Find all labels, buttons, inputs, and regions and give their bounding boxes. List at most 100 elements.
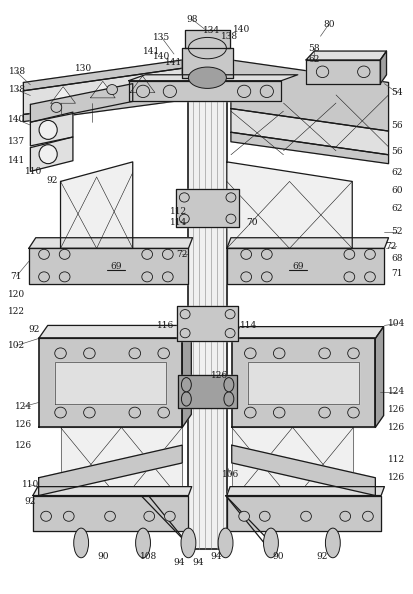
Polygon shape: [33, 495, 188, 531]
Text: 124: 124: [387, 387, 404, 396]
Ellipse shape: [237, 85, 250, 97]
Ellipse shape: [263, 528, 278, 558]
Ellipse shape: [38, 249, 49, 260]
Ellipse shape: [83, 407, 95, 418]
Polygon shape: [28, 238, 192, 248]
Ellipse shape: [225, 309, 235, 319]
Text: 140: 140: [8, 115, 25, 124]
Text: 71: 71: [11, 272, 22, 281]
Polygon shape: [128, 81, 280, 102]
Text: 69: 69: [110, 262, 122, 271]
Text: 94: 94: [210, 552, 221, 561]
Ellipse shape: [260, 85, 273, 97]
Text: 138: 138: [221, 31, 237, 41]
Text: 62: 62: [308, 55, 319, 65]
Ellipse shape: [142, 249, 152, 260]
Text: 72: 72: [176, 250, 188, 259]
Text: 70: 70: [246, 219, 258, 228]
Polygon shape: [23, 60, 182, 91]
Ellipse shape: [225, 328, 235, 338]
Polygon shape: [226, 162, 351, 248]
Text: 122: 122: [8, 307, 25, 317]
Text: 94: 94: [192, 558, 203, 567]
Polygon shape: [38, 339, 182, 427]
Polygon shape: [182, 48, 233, 78]
Polygon shape: [30, 137, 73, 171]
Ellipse shape: [142, 272, 152, 282]
Ellipse shape: [157, 407, 169, 418]
Ellipse shape: [136, 85, 149, 97]
Polygon shape: [182, 326, 191, 427]
Text: 140: 140: [153, 52, 170, 62]
Text: 60: 60: [390, 186, 401, 195]
Ellipse shape: [144, 511, 154, 522]
Ellipse shape: [325, 528, 339, 558]
Ellipse shape: [343, 249, 354, 260]
Ellipse shape: [218, 528, 233, 558]
Text: 141: 141: [142, 46, 159, 56]
Ellipse shape: [107, 84, 117, 94]
Ellipse shape: [259, 511, 269, 522]
Polygon shape: [248, 362, 358, 404]
Polygon shape: [231, 445, 375, 495]
Ellipse shape: [223, 392, 233, 406]
Ellipse shape: [343, 272, 354, 282]
Text: 56: 56: [390, 121, 401, 129]
Ellipse shape: [55, 407, 66, 418]
Text: 110: 110: [22, 481, 39, 489]
Text: 71: 71: [390, 269, 401, 278]
Text: 62: 62: [390, 168, 401, 177]
Polygon shape: [305, 60, 380, 84]
Text: 110: 110: [25, 167, 42, 176]
Polygon shape: [90, 81, 115, 98]
Ellipse shape: [362, 511, 373, 522]
Polygon shape: [30, 84, 133, 122]
Text: 126: 126: [15, 441, 32, 450]
Ellipse shape: [318, 348, 330, 359]
Polygon shape: [33, 486, 191, 495]
Text: 69: 69: [291, 262, 303, 271]
Text: 141: 141: [8, 156, 25, 165]
Text: 126: 126: [15, 420, 32, 429]
Text: 126: 126: [210, 371, 228, 380]
Text: 92: 92: [25, 497, 36, 506]
Polygon shape: [23, 93, 182, 122]
Ellipse shape: [59, 272, 70, 282]
Text: 120: 120: [8, 289, 25, 299]
Ellipse shape: [51, 102, 62, 112]
Ellipse shape: [188, 37, 226, 59]
Text: 92: 92: [28, 325, 39, 334]
Polygon shape: [176, 306, 238, 342]
Polygon shape: [38, 326, 191, 339]
Text: 90: 90: [272, 552, 283, 561]
Ellipse shape: [129, 348, 140, 359]
Text: 116: 116: [157, 321, 174, 330]
Ellipse shape: [180, 528, 195, 558]
Ellipse shape: [40, 511, 51, 522]
Ellipse shape: [347, 407, 358, 418]
Polygon shape: [188, 33, 226, 549]
Ellipse shape: [238, 511, 249, 522]
Ellipse shape: [240, 272, 251, 282]
Polygon shape: [60, 162, 133, 248]
Polygon shape: [60, 427, 182, 501]
Text: 106: 106: [222, 470, 239, 479]
Ellipse shape: [179, 214, 189, 223]
Polygon shape: [23, 68, 182, 115]
Polygon shape: [51, 87, 75, 103]
Text: 54: 54: [390, 88, 401, 97]
Text: 124: 124: [15, 402, 32, 411]
Ellipse shape: [162, 249, 173, 260]
Ellipse shape: [273, 407, 284, 418]
Ellipse shape: [300, 511, 311, 522]
Text: 126: 126: [387, 473, 404, 482]
Text: 138: 138: [9, 67, 26, 76]
Ellipse shape: [179, 193, 189, 202]
Polygon shape: [230, 132, 388, 164]
Text: 112: 112: [387, 456, 404, 465]
Ellipse shape: [316, 66, 328, 78]
Text: 72: 72: [384, 242, 395, 251]
Polygon shape: [176, 189, 239, 227]
Polygon shape: [230, 109, 388, 155]
Ellipse shape: [104, 511, 115, 522]
